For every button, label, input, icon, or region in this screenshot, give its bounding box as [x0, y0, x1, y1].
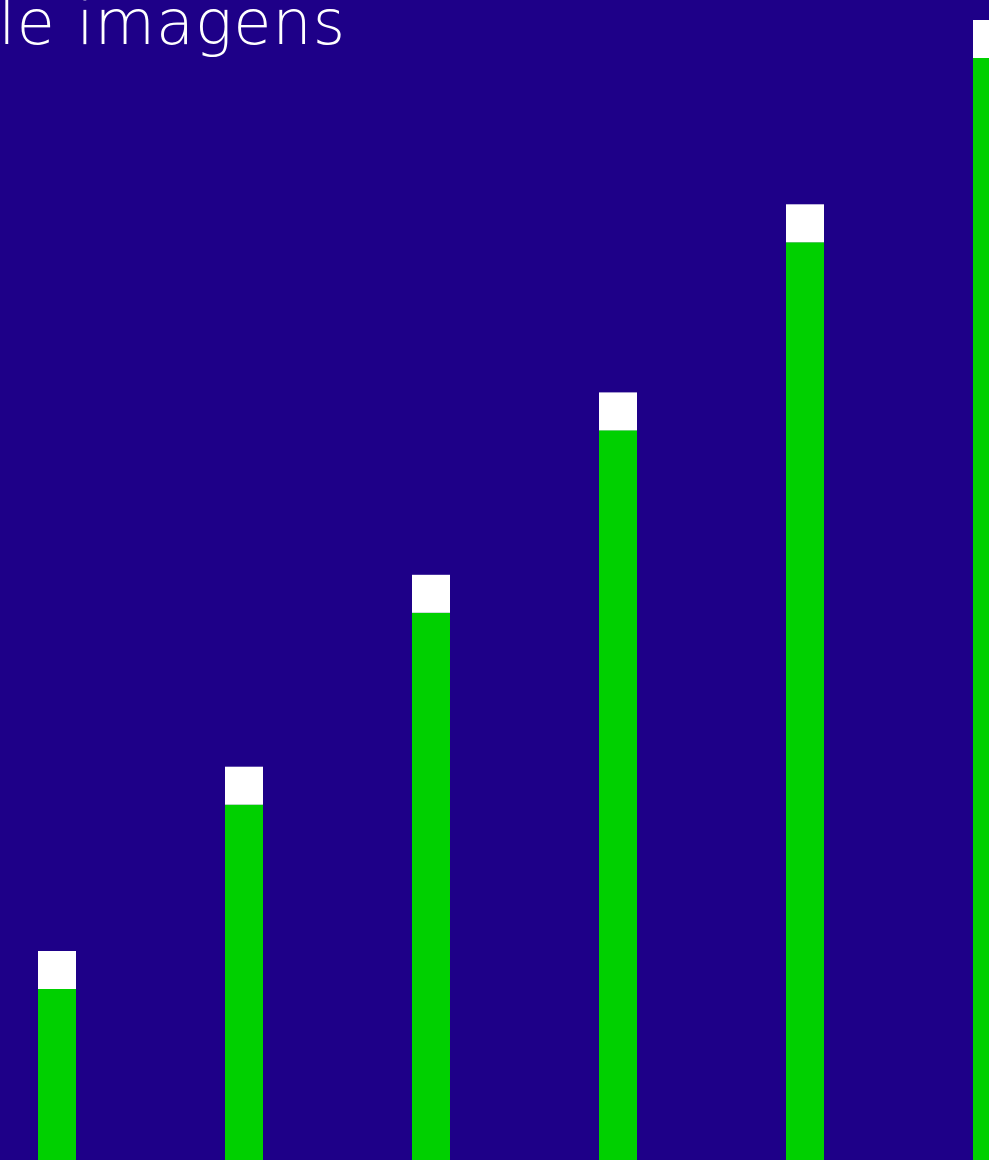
bar-cap	[225, 766, 263, 805]
bar	[786, 242, 824, 1160]
bar-cap	[412, 574, 450, 613]
bar	[599, 430, 637, 1160]
bar-cap	[786, 204, 824, 243]
bar	[412, 612, 450, 1160]
bar	[973, 58, 989, 1160]
bar	[225, 804, 263, 1160]
bar-cap	[599, 392, 637, 431]
bar-cap	[973, 20, 989, 58]
bar-cap	[38, 951, 76, 989]
bar	[38, 989, 76, 1160]
chart-title: le imagens	[0, 0, 346, 59]
